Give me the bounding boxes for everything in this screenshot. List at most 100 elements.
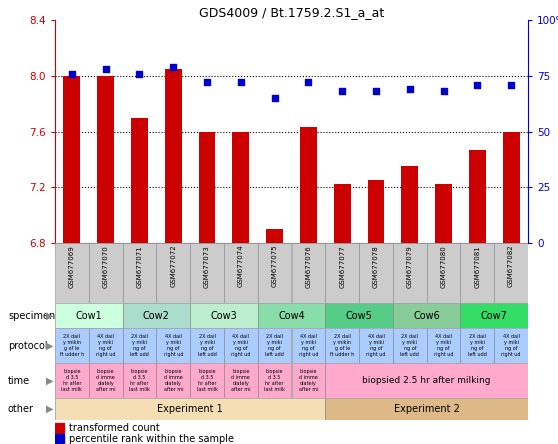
Text: Cow1: Cow1	[75, 310, 102, 321]
Text: Cow3: Cow3	[210, 310, 237, 321]
Text: biopsie
d imme
diately
after mi: biopsie d imme diately after mi	[231, 369, 251, 392]
Bar	[469, 150, 486, 444]
Text: 4X dail
y miki
ng of
right ud: 4X dail y miki ng of right ud	[501, 334, 521, 357]
Bar	[291, 328, 325, 363]
Text: specimen: specimen	[8, 310, 55, 321]
Text: 4X dail
y miki
ng of
right ud: 4X dail y miki ng of right ud	[231, 334, 251, 357]
Text: GSM677074: GSM677074	[238, 245, 244, 287]
Bar	[325, 303, 393, 328]
Text: biopsie
d 3.5
hr after
last milk: biopsie d 3.5 hr after last milk	[264, 369, 285, 392]
Bar	[156, 243, 190, 303]
Bar	[131, 118, 148, 444]
Text: 2X dail
y mikin
g of le
ft udder h: 2X dail y mikin g of le ft udder h	[60, 334, 84, 357]
Bar	[224, 363, 258, 398]
Point	[473, 81, 482, 88]
Bar	[55, 303, 123, 328]
Text: 2X dail
y miki
ng of
left udd: 2X dail y miki ng of left udd	[198, 334, 217, 357]
Text: GSM677080: GSM677080	[440, 245, 446, 288]
Point	[372, 88, 381, 95]
Bar	[64, 76, 80, 444]
Text: ▶: ▶	[46, 341, 54, 350]
Bar	[258, 243, 291, 303]
Text: GSM677082: GSM677082	[508, 245, 514, 287]
Text: 2X dail
y miki
ng of
left udd: 2X dail y miki ng of left udd	[265, 334, 284, 357]
Bar	[55, 328, 89, 363]
Text: GSM677076: GSM677076	[305, 245, 311, 288]
Text: GSM677070: GSM677070	[103, 245, 109, 288]
Bar	[89, 363, 123, 398]
Point	[135, 70, 144, 77]
Bar	[266, 229, 283, 444]
Point	[338, 88, 347, 95]
Point	[507, 81, 516, 88]
Bar	[291, 363, 325, 398]
Text: GSM677079: GSM677079	[407, 245, 413, 288]
Text: GSM677081: GSM677081	[474, 245, 480, 288]
Bar	[123, 328, 156, 363]
Text: Cow2: Cow2	[143, 310, 170, 321]
Text: biopsie
d imme
diately
after mi: biopsie d imme diately after mi	[96, 369, 116, 392]
Bar	[368, 180, 384, 444]
Bar	[123, 303, 190, 328]
Text: GSM677071: GSM677071	[137, 245, 142, 288]
Bar	[393, 328, 427, 363]
Point	[169, 63, 177, 71]
Point	[304, 79, 313, 86]
Text: other: other	[8, 404, 34, 414]
Bar	[258, 363, 291, 398]
Point	[68, 70, 76, 77]
Bar	[359, 243, 393, 303]
Bar	[190, 303, 258, 328]
Text: ▶: ▶	[46, 404, 54, 414]
Bar	[494, 243, 528, 303]
Bar	[123, 243, 156, 303]
Text: GSM677078: GSM677078	[373, 245, 379, 288]
Text: 4X dail
y miki
ng of
right ud: 4X dail y miki ng of right ud	[434, 334, 453, 357]
Bar	[97, 76, 114, 444]
Bar	[401, 166, 418, 444]
Bar	[325, 363, 528, 398]
Bar	[291, 243, 325, 303]
Bar	[123, 363, 156, 398]
Text: 2X dail
y miki
ng of
left udd: 2X dail y miki ng of left udd	[130, 334, 149, 357]
Bar	[224, 328, 258, 363]
Bar	[494, 328, 528, 363]
Bar	[156, 328, 190, 363]
Bar	[325, 243, 359, 303]
Text: Cow5: Cow5	[345, 310, 373, 321]
Text: ▶: ▶	[46, 376, 54, 385]
Bar	[258, 303, 325, 328]
Bar	[89, 328, 123, 363]
Text: GSM677073: GSM677073	[204, 245, 210, 288]
Text: ▶: ▶	[46, 310, 54, 321]
Text: Experiment 2: Experiment 2	[394, 404, 460, 414]
Bar	[190, 363, 224, 398]
Text: 2X dail
y miki
ng of
left udd: 2X dail y miki ng of left udd	[400, 334, 419, 357]
Text: GSM677069: GSM677069	[69, 245, 75, 288]
Text: 4X dail
y miki
ng of
right ud: 4X dail y miki ng of right ud	[96, 334, 116, 357]
Bar	[199, 131, 215, 444]
Text: Cow4: Cow4	[278, 310, 305, 321]
Text: time: time	[8, 376, 30, 385]
Title: GDS4009 / Bt.1759.2.S1_a_at: GDS4009 / Bt.1759.2.S1_a_at	[199, 6, 384, 19]
Bar	[393, 303, 460, 328]
Text: 2X dail
y miki
ng of
left udd: 2X dail y miki ng of left udd	[468, 334, 487, 357]
Bar	[55, 363, 89, 398]
Bar	[55, 243, 89, 303]
Text: biopsie
d imme
diately
after mi: biopsie d imme diately after mi	[163, 369, 183, 392]
Point	[405, 86, 414, 93]
Text: GSM677072: GSM677072	[170, 245, 176, 287]
Text: transformed count: transformed count	[69, 423, 160, 433]
Bar	[190, 328, 224, 363]
Bar	[503, 131, 519, 444]
Bar	[258, 328, 291, 363]
Bar	[55, 423, 65, 433]
Bar	[89, 243, 123, 303]
Text: Cow6: Cow6	[413, 310, 440, 321]
Bar	[55, 398, 325, 420]
Text: 2X dail
y mikin
g of le
ft udder h: 2X dail y mikin g of le ft udder h	[330, 334, 354, 357]
Text: biopsie
d imme
diately
after mi: biopsie d imme diately after mi	[299, 369, 318, 392]
Bar	[325, 398, 528, 420]
Text: Cow7: Cow7	[481, 310, 508, 321]
Text: biopsie
d 3.5
hr after
last milk: biopsie d 3.5 hr after last milk	[61, 369, 83, 392]
